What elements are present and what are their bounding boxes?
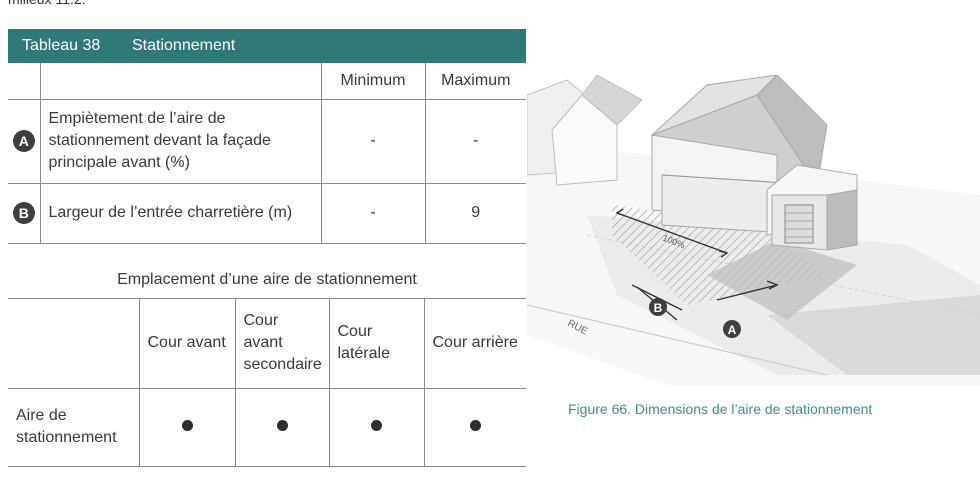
row-max: 9	[425, 183, 526, 244]
marker-b-label: B	[654, 301, 663, 315]
preceding-text: milieux 11.2.	[8, 0, 86, 7]
col-maximum: Maximum	[425, 63, 526, 100]
marker-cell: A	[8, 99, 41, 184]
table-number: Tableau 38	[22, 37, 101, 54]
empty-cell	[8, 63, 41, 100]
row-min: -	[321, 183, 426, 244]
sidewalk	[767, 295, 980, 375]
empty-cell	[40, 63, 322, 100]
table-row: Aire de stationnement	[8, 388, 526, 467]
allowed-cell	[424, 388, 526, 467]
row-max: -	[425, 99, 526, 184]
parking-dimensions-table: Minimum Maximum A Empiètement de l’aire …	[8, 63, 526, 244]
location-head-row: Cour avant Cour avant secondaire Cour la…	[8, 298, 526, 389]
marker-b-icon	[649, 298, 667, 316]
allowed-dot-icon	[181, 420, 193, 431]
marker-cell: B	[8, 183, 41, 244]
col-cour-avant: Cour avant	[139, 298, 236, 389]
col-cour-avant-secondaire: Cour avant secondaire	[235, 298, 330, 389]
neighbor-house	[551, 94, 618, 186]
main-house-roof	[651, 75, 778, 136]
marker-a-icon: A	[12, 130, 35, 152]
driveway	[707, 240, 857, 320]
table-row: A Empiètement de l’aire de stationnement…	[8, 99, 526, 184]
marker-a-label: A	[728, 323, 737, 337]
allowed-cell	[235, 388, 330, 467]
col-cour-laterale: Cour latérale	[329, 298, 425, 389]
row-label: Aire de stationnement	[8, 388, 140, 467]
col-cour-arriere: Cour arrière	[424, 298, 526, 389]
main-house-roof-side	[756, 75, 828, 187]
parking-location-table: Cour avant Cour avant secondaire Cour la…	[8, 298, 526, 467]
table-head-row: Minimum Maximum	[8, 63, 526, 100]
allowed-cell	[139, 388, 236, 467]
allowed-dot-icon	[371, 420, 382, 431]
marker-a-icon	[723, 320, 741, 338]
figure-caption: Figure 66. Dimensions de l’aire de stati…	[568, 401, 873, 417]
col-minimum: Minimum	[321, 63, 426, 100]
row-min: -	[321, 99, 426, 184]
parking-illustration: 100% RUE B A	[527, 75, 980, 385]
table-title: Stationnement	[132, 37, 236, 54]
row-label: Largeur de l’entrée charretière (m)	[40, 183, 322, 244]
table-header: Tableau 38 Stationnement	[8, 29, 526, 63]
location-section-title: Emplacement d’une aire de stationnement	[8, 262, 526, 299]
allowed-cell	[329, 388, 425, 467]
table-row: B Largeur de l’entrée charretière (m) - …	[8, 183, 526, 244]
allowed-dot-icon	[276, 420, 288, 431]
street-edge	[527, 304, 828, 376]
row-label: Empiètement de l’aire de stationnement d…	[40, 99, 322, 184]
neighbor-roof	[581, 75, 643, 126]
garage-side	[826, 189, 858, 251]
empty-cell	[8, 298, 140, 389]
allowed-dot-icon	[469, 420, 481, 431]
marker-b-icon: B	[12, 202, 35, 224]
